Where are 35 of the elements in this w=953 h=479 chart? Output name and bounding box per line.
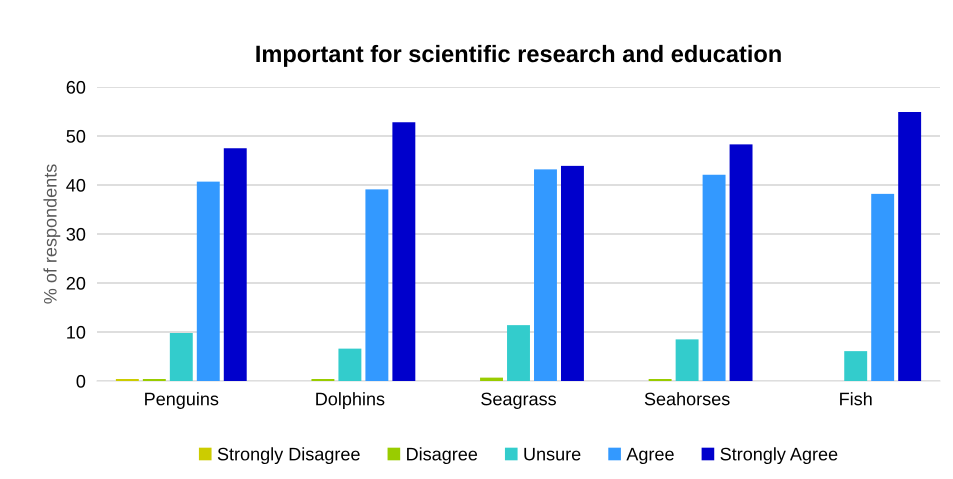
bar bbox=[365, 189, 388, 381]
bar bbox=[507, 325, 530, 381]
bar bbox=[844, 351, 868, 381]
legend-label: Unsure bbox=[524, 448, 580, 460]
bar bbox=[560, 166, 584, 381]
legend-label: Strongly Disagree bbox=[218, 447, 360, 464]
chart-title: Important for scientific research and education bbox=[256, 44, 781, 67]
x-tick-label: Seagrass bbox=[481, 392, 556, 409]
y-tick-label: 10 bbox=[67, 326, 86, 339]
bar bbox=[534, 169, 557, 381]
y-tick-label: 30 bbox=[66, 228, 86, 241]
bar bbox=[898, 112, 922, 381]
y-tick-label: 60 bbox=[66, 80, 86, 94]
bar bbox=[480, 378, 503, 381]
legend-label: Agree bbox=[626, 448, 674, 464]
x-tick-label: Seahorses bbox=[644, 392, 730, 406]
bar bbox=[871, 194, 894, 381]
bar bbox=[224, 148, 247, 381]
x-tick-label: Fish bbox=[840, 392, 872, 406]
bar bbox=[392, 122, 416, 381]
y-tick-label: 0 bbox=[76, 374, 86, 388]
bar bbox=[676, 339, 699, 381]
bar bbox=[730, 144, 753, 381]
x-tick-label: Penguins bbox=[145, 392, 218, 409]
legend-label: Strongly Agree bbox=[720, 447, 838, 464]
legend-label: Disagree bbox=[407, 447, 478, 464]
bar bbox=[196, 182, 220, 381]
bar bbox=[338, 348, 362, 381]
y-tick-label: 50 bbox=[66, 130, 86, 143]
bar bbox=[170, 332, 193, 381]
x-tick-label: Dolphins bbox=[316, 392, 384, 409]
y-axis-title: % of respondents bbox=[43, 164, 60, 304]
y-tick-label: 40 bbox=[66, 178, 86, 192]
bar bbox=[702, 174, 726, 381]
y-tick-label: 20 bbox=[66, 276, 86, 290]
